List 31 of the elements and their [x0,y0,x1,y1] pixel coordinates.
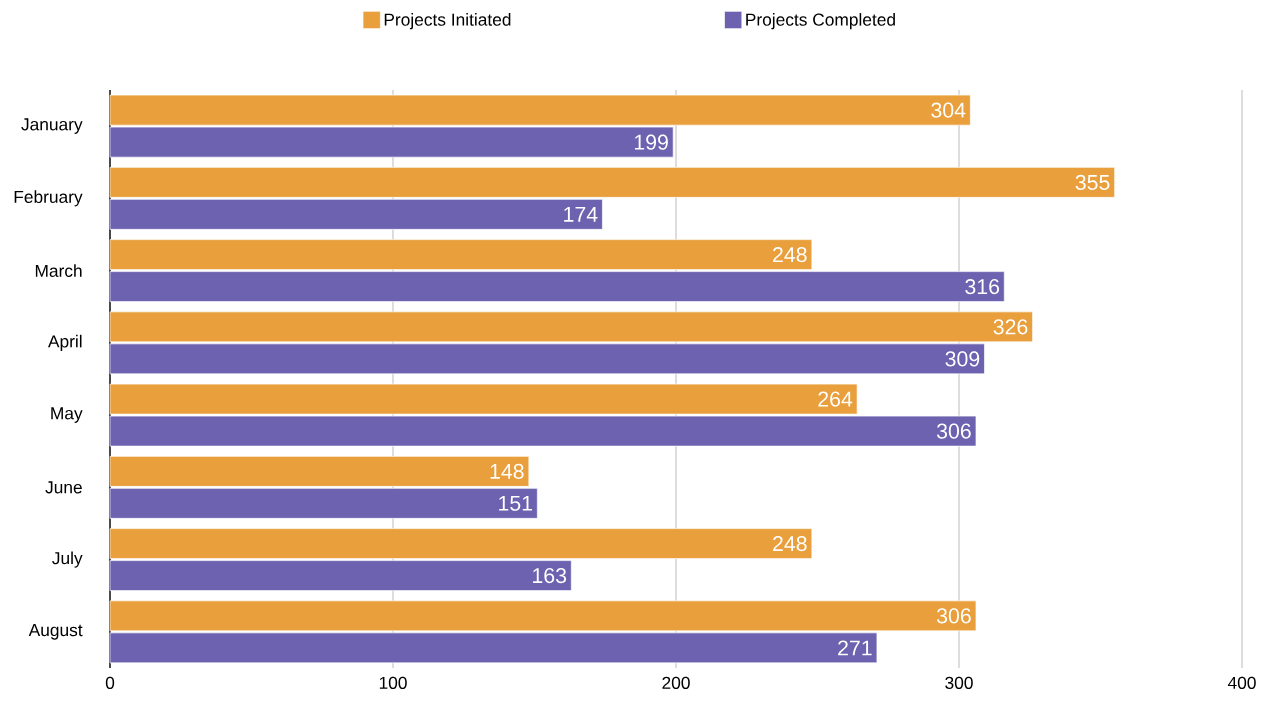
x-tick-label: 200 [662,676,690,689]
x-tick-label: 0 [105,676,115,689]
data-label: 271 [838,640,872,656]
data-label: 163 [533,568,567,584]
data-label: 174 [564,207,598,222]
data-label: 355 [1075,174,1110,190]
legend-label: Projects Initiated [384,13,511,30]
data-label: 306 [936,608,971,624]
data-label: 326 [993,319,1028,335]
y-tick-label: August [28,624,83,640]
y-tick-label: January [21,118,83,134]
y-tick-label: June [45,481,82,494]
data-label: 309 [945,351,980,367]
y-tick-label: March [35,264,82,277]
x-tick-label: 400 [1227,676,1256,689]
data-label: 248 [773,536,807,552]
data-label: 306 [936,423,971,439]
data-label: 316 [965,279,1000,295]
legend-label: Projects Completed [746,13,895,30]
data-label: 248 [773,247,807,263]
y-tick-label: May [51,407,83,423]
data-label: 151 [499,495,533,511]
y-tick-label: February [14,190,83,207]
data-label: 304 [931,102,966,118]
data-label: 264 [818,391,853,407]
y-tick-label: July [52,551,83,568]
y-tick-label: April [48,334,82,351]
data-label: 199 [634,134,668,150]
x-tick-label: 100 [379,676,407,689]
data-label: 148 [490,463,524,479]
x-tick-label: 300 [945,676,973,689]
